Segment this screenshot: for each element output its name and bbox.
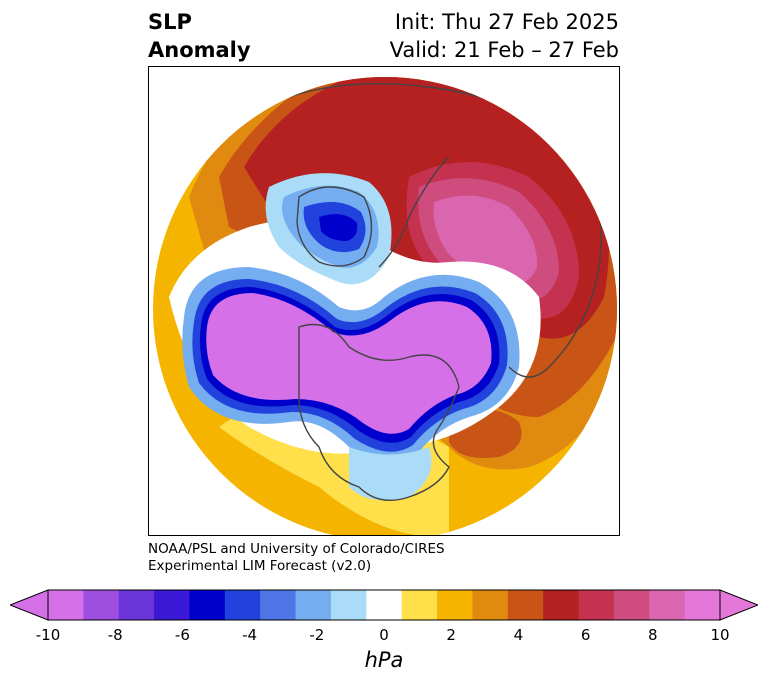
colorbar-bin — [472, 590, 509, 620]
colorbar-bin — [649, 590, 686, 620]
init-date: Init: Thu 27 Feb 2025 — [394, 10, 619, 34]
colorbar-tick-labels: -10 -8 -6 -4 -2 0 2 4 6 8 10 — [0, 626, 768, 648]
colorbar-units: hPa — [364, 648, 404, 672]
coastline-north-america — [298, 323, 460, 501]
anomaly-field — [153, 77, 617, 535]
colorbar-bin — [48, 590, 84, 620]
colorbar-bin — [366, 590, 403, 620]
colorbar-tick-label: 0 — [379, 626, 389, 644]
negative-anomaly-deep-blue — [319, 214, 358, 241]
credit-text: NOAA/PSL and University of Colorado/CIRE… — [148, 541, 445, 575]
colorbar-extend-high — [719, 589, 758, 621]
colorbar-bin — [684, 590, 721, 620]
colorbar-bin — [295, 590, 332, 620]
colorbar-tick-label: 6 — [580, 626, 591, 644]
colorbar-bin — [118, 590, 155, 620]
colorbar-bin — [401, 590, 438, 620]
colorbar-tick-label: -6 — [174, 626, 190, 644]
credit-line-1: NOAA/PSL and University of Colorado/CIRE… — [148, 541, 445, 557]
colorbar-bin — [224, 590, 261, 620]
colorbar-outline — [47, 589, 721, 621]
title-line-1: SLP — [148, 10, 192, 34]
colorbar-bin — [543, 590, 580, 620]
credit-line-2: Experimental LIM Forecast (v2.0) — [148, 558, 372, 574]
valid-range: Valid: 21 Feb – 27 Feb — [389, 38, 619, 62]
colorbar-tick-label: 4 — [513, 626, 524, 644]
colorbar-tick-label: -8 — [107, 626, 123, 644]
map-title: SLP Anomaly — [148, 8, 251, 64]
negative-anomaly-core — [206, 293, 492, 434]
colorbar-bin — [330, 590, 367, 620]
forecast-dates: Init: Thu 27 Feb 2025 Valid: 21 Feb – 27… — [390, 8, 619, 64]
colorbar-bin — [613, 590, 650, 620]
coastline-greenland — [296, 186, 373, 267]
colorbar-tick-label: -10 — [35, 626, 61, 644]
negative-anomaly-us-east — [349, 447, 432, 501]
colorbar-bin — [578, 590, 615, 620]
coastline-europe — [378, 156, 450, 268]
colorbar-bin — [260, 590, 297, 620]
colorbar-tick-label: 8 — [648, 626, 658, 644]
colorbar-bin — [189, 590, 226, 620]
colorbar-tick-label: -4 — [242, 626, 258, 644]
colorbar — [10, 589, 758, 621]
polar-map — [148, 66, 620, 536]
colorbar-tick-label: -2 — [309, 626, 325, 644]
colorbar-tick-label: 10 — [710, 626, 730, 644]
colorbar-tick-label: 2 — [446, 626, 456, 644]
colorbar-bin — [154, 590, 190, 620]
colorbar-bin — [437, 590, 473, 620]
colorbar-bin — [507, 590, 544, 620]
title-line-2: Anomaly — [148, 38, 251, 62]
colorbar-bin — [83, 590, 120, 620]
colorbar-extend-low — [10, 589, 49, 621]
